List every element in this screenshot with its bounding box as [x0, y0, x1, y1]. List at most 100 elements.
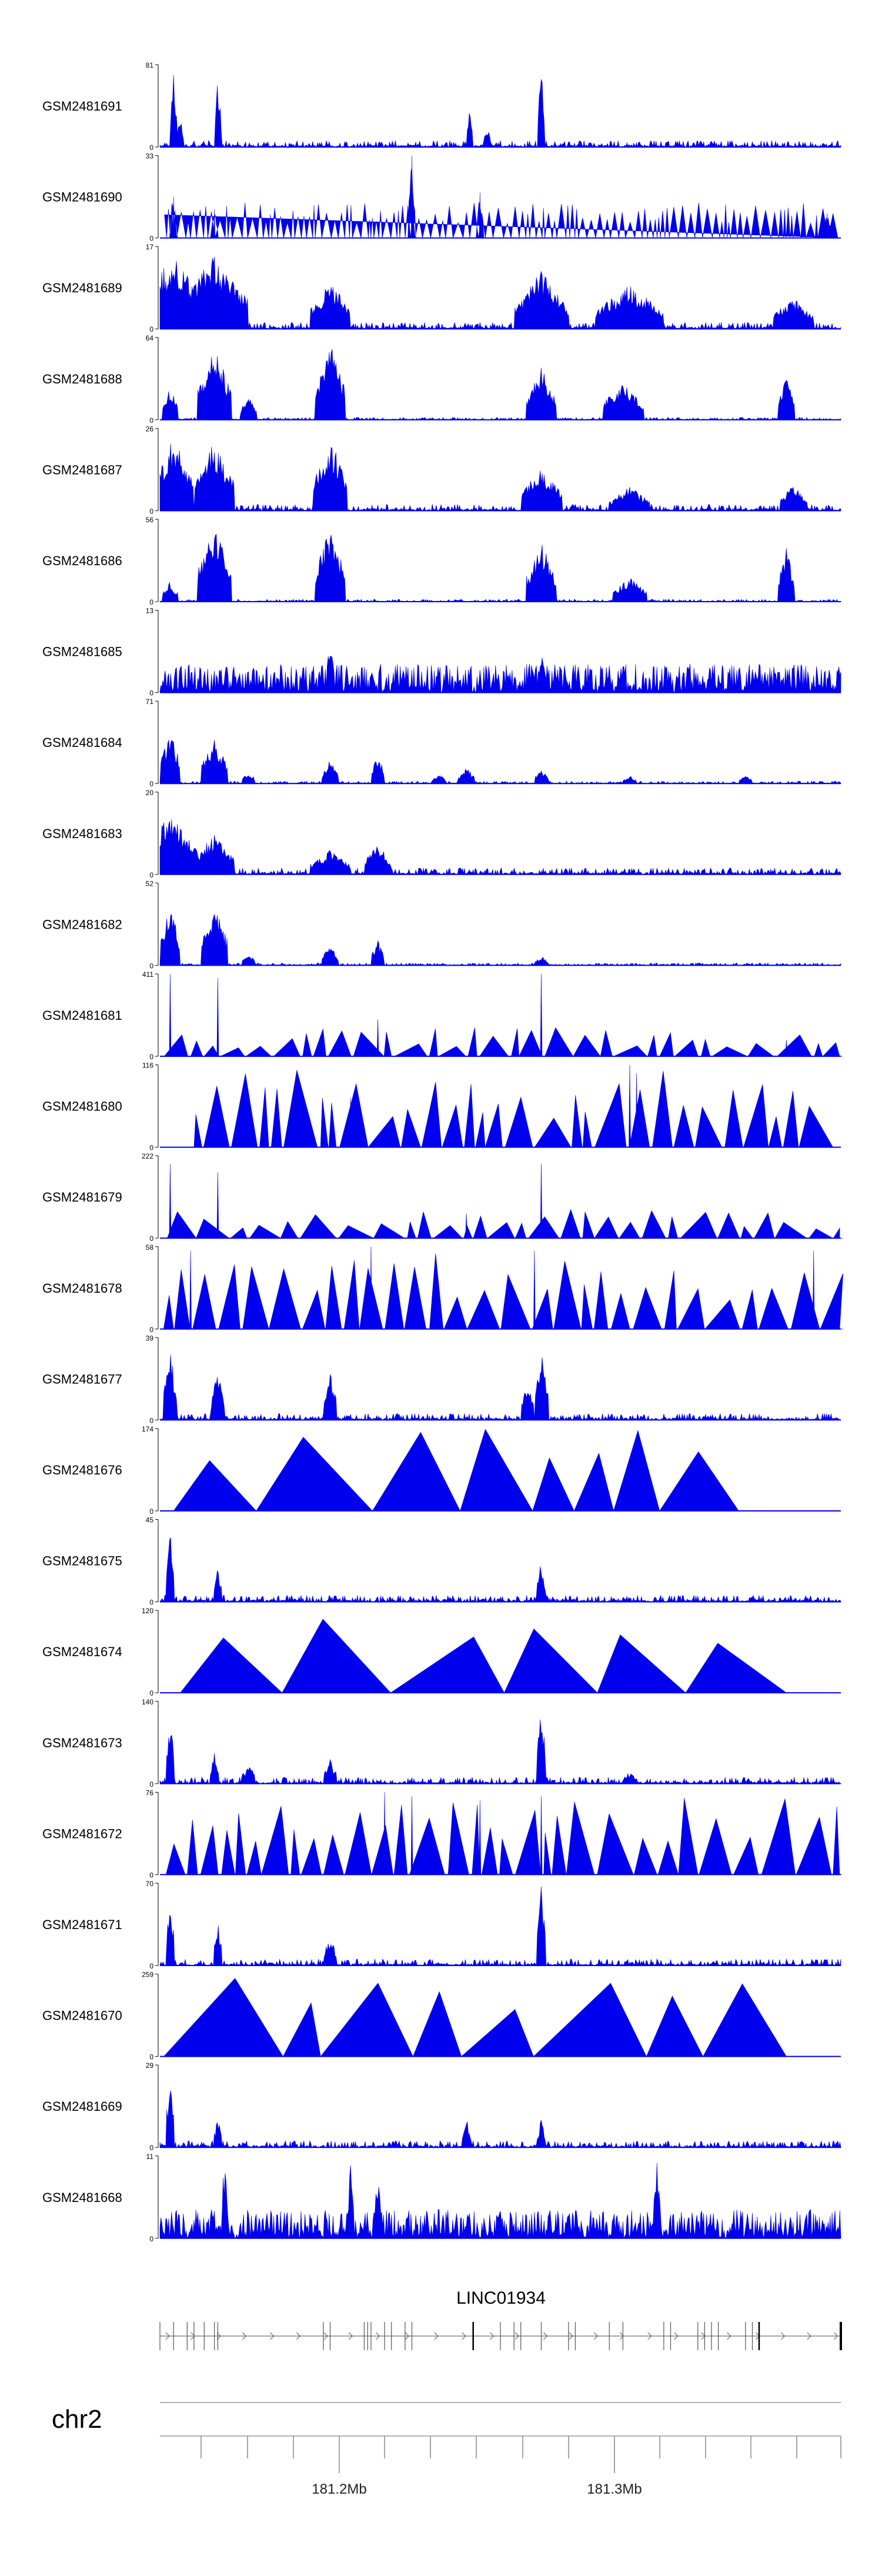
coverage-area — [159, 349, 841, 421]
track-label: GSM2481671 — [42, 1917, 122, 1932]
coverage-area — [160, 1792, 842, 1875]
y-max-label: 45 — [146, 1516, 154, 1524]
y-min-label: 0 — [149, 1416, 153, 1424]
track-GSM2481682: GSM2481682 52 0 — [42, 879, 841, 970]
track-label: GSM2481677 — [42, 1372, 122, 1386]
y-max-label: 39 — [146, 1334, 154, 1342]
y-min-label: 0 — [149, 689, 153, 698]
y-min-label: 0 — [149, 1599, 153, 1607]
coverage-area — [159, 533, 841, 602]
strand-arrow — [191, 2332, 195, 2340]
track-GSM2481680: GSM2481680 116 0 — [42, 1062, 841, 1152]
coverage-area — [159, 443, 841, 512]
y-min-label: 0 — [149, 1689, 153, 1697]
strand-arrow — [490, 2332, 495, 2340]
track-label: GSM2481691 — [42, 99, 122, 114]
track-GSM2481668: GSM2481668 11 0 — [42, 2153, 841, 2243]
track-label: GSM2481687 — [42, 462, 122, 477]
track-GSM2481670: GSM2481670 259 0 — [42, 1971, 841, 2061]
track-label: GSM2481688 — [42, 372, 122, 386]
track-label: GSM2481682 — [42, 917, 122, 932]
track-GSM2481674: GSM2481674 120 0 — [42, 1607, 841, 1697]
track-GSM2481671: GSM2481671 70 0 — [42, 1880, 841, 1970]
y-max-label: 81 — [146, 61, 154, 69]
strand-arrow — [405, 2332, 409, 2340]
y-max-label: 29 — [146, 2061, 154, 2070]
strand-arrow — [543, 2332, 548, 2340]
strand-arrow — [780, 2332, 786, 2340]
track-label: GSM2481674 — [42, 1644, 122, 1659]
y-max-label: 116 — [142, 1062, 153, 1070]
coverage-area — [159, 2090, 841, 2148]
axis-tick-label: 181.3Mb — [587, 2481, 642, 2497]
strand-arrow — [323, 2332, 328, 2340]
y-max-label: 56 — [146, 516, 154, 524]
track-label: GSM2481673 — [42, 1736, 122, 1750]
coverage-area — [159, 1354, 841, 1421]
strand-arrow — [647, 2332, 652, 2340]
track-label: GSM2481681 — [42, 1008, 122, 1023]
track-label: GSM2481683 — [42, 826, 122, 841]
track-GSM2481678: GSM2481678 58 0 — [42, 1243, 843, 1334]
y-min-label: 0 — [149, 780, 153, 788]
track-GSM2481685: GSM2481685 13 0 — [42, 607, 841, 698]
y-max-label: 76 — [146, 1788, 154, 1797]
y-max-label: 71 — [146, 698, 154, 706]
track-label: GSM2481685 — [42, 645, 122, 659]
track-GSM2481684: GSM2481684 71 0 — [42, 698, 841, 788]
coverage-area — [160, 1246, 843, 1330]
axis-tick-label: 181.2Mb — [312, 2481, 366, 2497]
y-min-label: 0 — [149, 1780, 153, 1788]
y-max-label: 70 — [146, 1880, 154, 1888]
track-label: GSM2481686 — [42, 553, 122, 568]
track-GSM2481681: GSM2481681 411 0 — [42, 970, 843, 1061]
y-min-label: 0 — [149, 1962, 153, 1970]
coverage-area — [159, 739, 841, 784]
track-label: GSM2481675 — [42, 1554, 122, 1569]
y-min-label: 0 — [149, 1326, 153, 1334]
track-GSM2481673: GSM2481673 140 0 — [42, 1698, 841, 1788]
y-min-label: 0 — [149, 962, 153, 970]
track-label: GSM2481684 — [42, 735, 122, 750]
y-max-label: 140 — [142, 1698, 153, 1706]
coverage-area — [160, 1164, 843, 1239]
y-min-label: 0 — [149, 144, 153, 152]
genomic-axis: 181.2Mb 181.3Mb — [160, 2402, 841, 2497]
strand-arrow — [348, 2332, 353, 2340]
track-label: GSM2481689 — [42, 281, 122, 295]
track-GSM2481683: GSM2481683 20 0 — [42, 789, 841, 879]
track-label: GSM2481680 — [42, 1099, 122, 1114]
track-GSM2481687: GSM2481687 26 0 — [42, 425, 841, 515]
track-GSM2481689: GSM2481689 17 0 — [42, 243, 841, 333]
track-label: GSM2481670 — [42, 2008, 122, 2023]
y-min-label: 0 — [149, 2053, 153, 2061]
y-min-label: 0 — [149, 507, 153, 515]
y-max-label: 58 — [146, 1243, 154, 1252]
coverage-area — [159, 1537, 841, 1603]
strand-arrow — [727, 2332, 731, 2340]
y-max-label: 17 — [146, 243, 154, 251]
track-GSM2481690: GSM2481690 33 0 — [42, 152, 841, 243]
y-min-label: 0 — [149, 598, 153, 606]
strand-arrow — [462, 2332, 466, 2340]
coverage-area — [160, 1065, 841, 1147]
track-label: GSM2481678 — [42, 1281, 122, 1296]
y-max-label: 33 — [146, 152, 154, 161]
strand-arrow — [375, 2332, 380, 2340]
track-GSM2481675: GSM2481675 45 0 — [42, 1516, 841, 1607]
track-label: GSM2481669 — [42, 2099, 122, 2114]
strand-arrow — [807, 2332, 811, 2340]
gene-model — [159, 2322, 842, 2350]
strand-arrow — [165, 2332, 170, 2340]
coverage-area — [160, 973, 843, 1057]
coverage-area — [159, 256, 841, 330]
strand-arrow — [296, 2332, 301, 2340]
strand-arrow — [434, 2332, 439, 2340]
y-min-label: 0 — [149, 871, 153, 879]
strand-arrow — [270, 2332, 275, 2340]
track-GSM2481679: GSM2481679 222 0 — [42, 1152, 843, 1243]
y-min-label: 0 — [149, 1053, 153, 1061]
track-label: GSM2481679 — [42, 1190, 122, 1204]
coverage-area — [159, 914, 841, 966]
coverage-area — [159, 819, 841, 875]
